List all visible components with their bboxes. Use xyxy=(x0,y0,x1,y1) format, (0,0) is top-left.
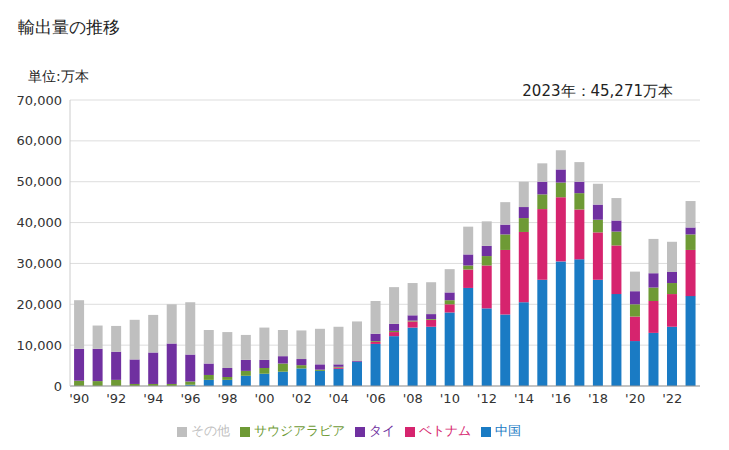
svg-text:0: 0 xyxy=(54,379,62,394)
svg-text:60,000: 60,000 xyxy=(17,133,63,148)
svg-text:'94: '94 xyxy=(143,391,163,406)
svg-text:'06: '06 xyxy=(366,391,386,406)
svg-text:'90: '90 xyxy=(69,391,89,406)
svg-text:'16: '16 xyxy=(551,391,571,406)
svg-text:'00: '00 xyxy=(254,391,274,406)
html-text:2023年：45,271万本: 2023年：45,271万本 xyxy=(522,82,673,100)
svg-text:'12: '12 xyxy=(477,391,497,406)
svg-text:70,000: 70,000 xyxy=(17,93,63,108)
svg-text:'14: '14 xyxy=(514,391,534,406)
html-text:その他: その他 xyxy=(191,423,230,438)
html-text:中国: 中国 xyxy=(495,423,521,438)
svg-text:'02: '02 xyxy=(292,391,312,406)
svg-text:'10: '10 xyxy=(440,391,460,406)
svg-text:30,000: 30,000 xyxy=(17,256,63,271)
svg-text:'22: '22 xyxy=(662,391,682,406)
html-text:タイ: タイ xyxy=(369,423,395,438)
svg-text:10,000: 10,000 xyxy=(17,338,63,353)
html-text:輸出量の推移: 輸出量の推移 xyxy=(18,17,120,37)
svg-text:40,000: 40,000 xyxy=(17,215,63,230)
svg-text:'04: '04 xyxy=(329,391,349,406)
svg-text:'08: '08 xyxy=(403,391,423,406)
svg-text:'20: '20 xyxy=(625,391,645,406)
svg-text:'96: '96 xyxy=(180,391,200,406)
html-text:ベトナム: ベトナム xyxy=(419,423,471,438)
html-text:単位:万本: 単位:万本 xyxy=(28,68,89,84)
svg-text:'18: '18 xyxy=(588,391,608,406)
svg-text:'98: '98 xyxy=(217,391,237,406)
svg-text:'92: '92 xyxy=(106,391,126,406)
html-text:サウジアラビア: サウジアラビア xyxy=(254,423,345,438)
svg-text:20,000: 20,000 xyxy=(17,297,63,312)
svg-text:50,000: 50,000 xyxy=(17,174,63,189)
